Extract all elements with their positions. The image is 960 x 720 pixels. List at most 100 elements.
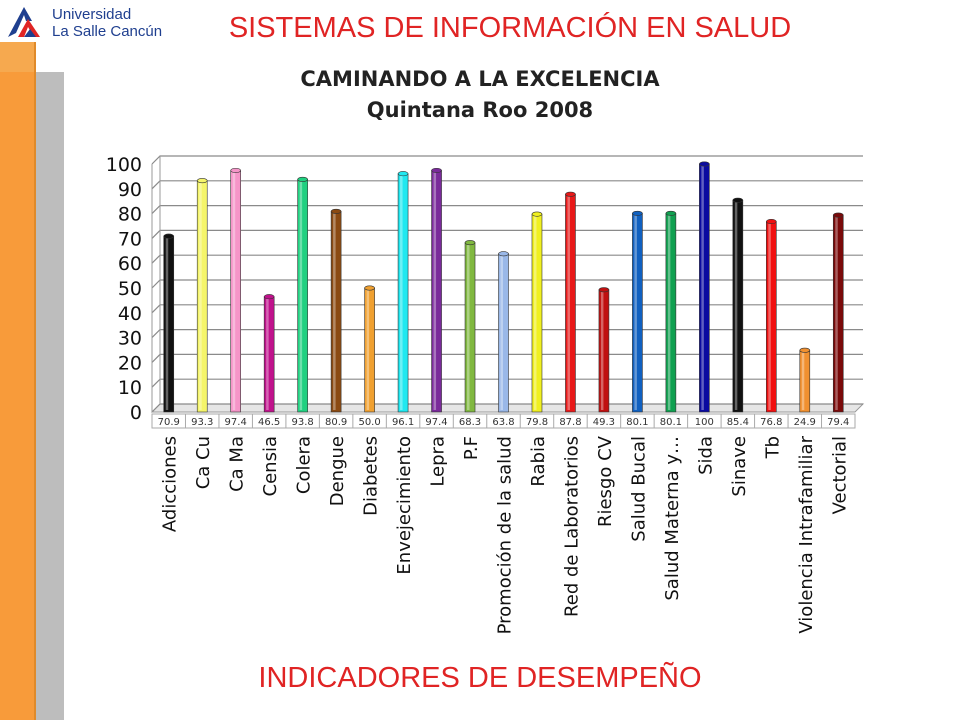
- bar-top: [297, 176, 308, 182]
- left-orange-stripe-top: [0, 42, 34, 72]
- value-label: 24.9: [794, 417, 816, 428]
- chart-title-line-1: CAMINANDO A LA EXCELENCIA: [300, 67, 660, 91]
- bar-top: [431, 167, 442, 173]
- bar: [832, 214, 844, 413]
- value-label: 50.0: [358, 417, 380, 428]
- category-label: Sida: [695, 436, 716, 475]
- bar-highlight: [667, 215, 671, 410]
- slide-title: SISTEMAS DE INFORMACIÓN EN SALUD: [228, 12, 792, 44]
- bar-highlight: [400, 175, 403, 410]
- bar-top: [799, 347, 811, 353]
- gridline: [151, 229, 863, 239]
- bar: [732, 199, 744, 413]
- category-label: Tb: [762, 436, 783, 459]
- bar-top: [498, 251, 509, 257]
- value-label: 87.8: [559, 417, 581, 428]
- bar-highlight: [768, 223, 771, 410]
- value-label: 79.4: [827, 417, 849, 428]
- left-gray-stripe: [36, 72, 64, 720]
- bar: [598, 289, 610, 413]
- logo-line-2: La Salle Cancún: [52, 23, 163, 40]
- value-label: 100: [695, 417, 714, 428]
- bar: [196, 180, 208, 413]
- value-label: 80.9: [325, 417, 347, 428]
- value-label: 80.1: [626, 417, 648, 428]
- y-tick-label: 30: [118, 328, 142, 350]
- value-label: 76.8: [760, 417, 782, 428]
- category-label: Promoción de la salud: [495, 436, 516, 634]
- category-label: Riesgo CV: [595, 435, 616, 527]
- value-label: 46.5: [258, 417, 280, 428]
- bar-top: [263, 294, 275, 300]
- bar: [799, 349, 811, 413]
- gridline: [151, 155, 863, 165]
- bar-highlight: [299, 181, 303, 410]
- bar-highlight: [835, 217, 838, 410]
- value-label: 97.4: [225, 417, 247, 428]
- bar: [397, 173, 409, 413]
- category-label: Dengue: [327, 436, 348, 506]
- bar-highlight: [600, 291, 604, 410]
- bar: [699, 163, 710, 413]
- bar-top: [699, 161, 710, 167]
- category-label: Adicciones: [160, 436, 181, 532]
- bar: [766, 221, 777, 413]
- la-salle-star-icon: [8, 7, 40, 37]
- bar-highlight: [567, 196, 570, 410]
- chart-title: CAMINANDO A LA EXCELENCIA Quintana Roo 2…: [180, 64, 780, 126]
- category-label: Censia: [260, 436, 281, 496]
- gridline: [151, 180, 863, 190]
- bar-highlight: [533, 216, 537, 410]
- bar-top: [665, 210, 677, 216]
- y-tick-label: 20: [118, 352, 142, 374]
- bar-top: [397, 171, 409, 177]
- bar-highlight: [500, 255, 503, 410]
- bar: [565, 193, 576, 413]
- bar-top: [196, 178, 208, 184]
- value-label: 85.4: [727, 417, 749, 428]
- bar-highlight: [366, 290, 370, 410]
- bar: [665, 213, 677, 413]
- bar: [531, 213, 543, 413]
- bar: [163, 235, 175, 413]
- bar: [330, 211, 342, 413]
- bar-top: [330, 208, 342, 214]
- bar-top: [766, 219, 777, 225]
- value-label: 63.8: [492, 417, 514, 428]
- bar-top: [732, 197, 744, 203]
- footer-title: INDICADORES DE DESEMPEÑO: [258, 662, 702, 694]
- category-label: Violencia Intrafamiliar: [796, 435, 817, 633]
- bar-highlight: [701, 166, 704, 410]
- category-label: Ca Cu: [193, 436, 214, 489]
- bar-top: [832, 212, 844, 218]
- category-label: Vectorial: [829, 436, 850, 514]
- value-label: 70.9: [158, 417, 180, 428]
- bar: [297, 179, 308, 413]
- category-label: Salud Bucal: [628, 436, 649, 542]
- y-tick-label: 40: [118, 303, 142, 325]
- bar-top: [598, 287, 610, 293]
- value-label: 68.3: [459, 417, 481, 428]
- bar-top: [531, 211, 543, 217]
- bar-top: [632, 210, 643, 216]
- bar: [632, 213, 643, 413]
- value-label: 79.8: [526, 417, 548, 428]
- category-label: Red de Laboratorios: [561, 436, 582, 617]
- category-label: Colera: [294, 436, 315, 494]
- category-label: Lepra: [428, 436, 449, 487]
- bar-highlight: [333, 213, 336, 410]
- bar-highlight: [634, 215, 637, 410]
- bar: [364, 287, 375, 413]
- bar: [230, 170, 241, 413]
- value-label: 96.1: [392, 417, 414, 428]
- bar: [263, 296, 275, 413]
- bar-highlight: [165, 238, 169, 410]
- y-tick-label: 80: [118, 204, 142, 226]
- bar-highlight: [199, 182, 202, 410]
- chart-title-line-2: Quintana Roo 2008: [366, 98, 594, 122]
- category-label: Ca Ma: [227, 436, 248, 492]
- bar-top: [565, 191, 576, 197]
- bar-highlight: [232, 172, 236, 410]
- y-tick-label: 50: [118, 278, 142, 300]
- left-orange-stripe: [0, 42, 36, 720]
